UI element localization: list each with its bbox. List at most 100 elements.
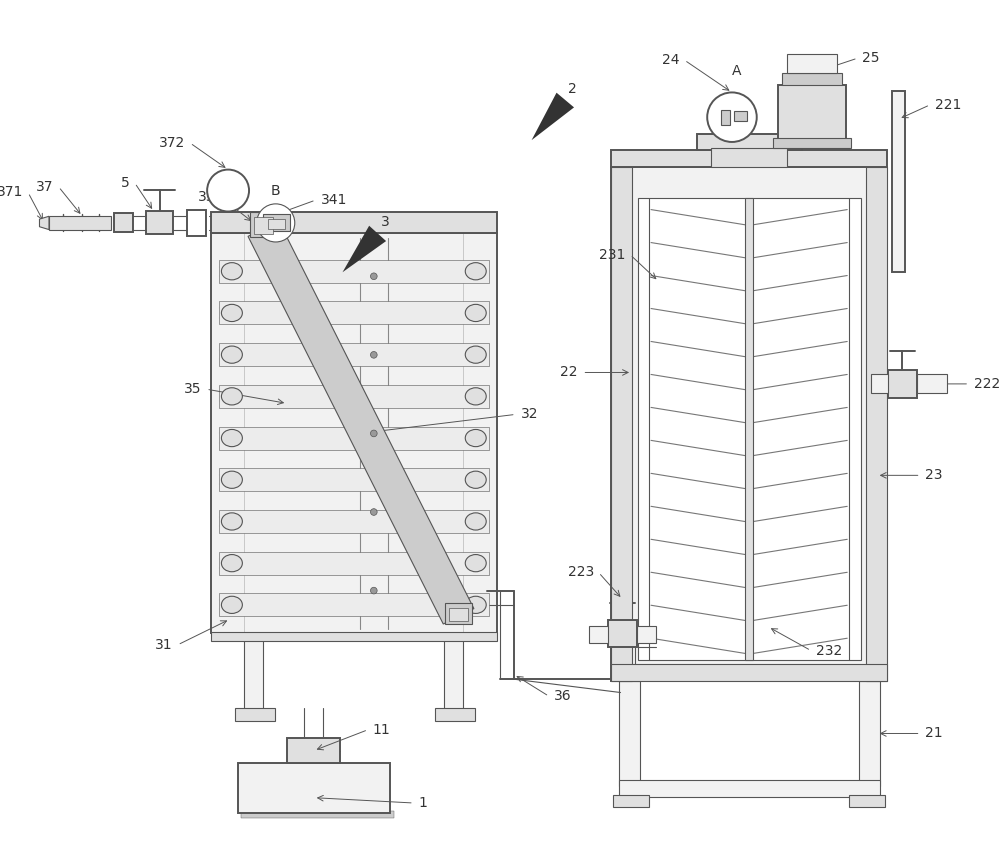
Circle shape xyxy=(370,273,377,279)
Text: 3: 3 xyxy=(380,215,389,229)
Text: 341: 341 xyxy=(320,193,347,207)
Circle shape xyxy=(370,509,377,516)
Bar xyxy=(892,90,905,272)
Bar xyxy=(49,216,111,230)
Bar xyxy=(241,810,394,818)
Text: 2: 2 xyxy=(568,82,577,95)
Polygon shape xyxy=(39,216,49,230)
Text: 24: 24 xyxy=(662,53,680,67)
Text: 22: 22 xyxy=(560,365,578,380)
Text: 372: 372 xyxy=(159,136,185,150)
Bar xyxy=(219,385,489,408)
Bar xyxy=(211,631,497,641)
Bar xyxy=(268,219,285,229)
Ellipse shape xyxy=(465,262,486,280)
Circle shape xyxy=(370,351,377,358)
Bar xyxy=(745,198,753,660)
Bar xyxy=(611,149,887,167)
Text: 221: 221 xyxy=(935,98,961,111)
Bar xyxy=(445,603,472,624)
Ellipse shape xyxy=(221,596,242,614)
Text: 31: 31 xyxy=(155,638,173,652)
Ellipse shape xyxy=(465,471,486,489)
Ellipse shape xyxy=(465,430,486,446)
Bar xyxy=(435,708,475,721)
Bar xyxy=(235,708,275,721)
Ellipse shape xyxy=(465,596,486,614)
Bar xyxy=(219,468,489,491)
Bar xyxy=(611,167,632,681)
Bar xyxy=(211,213,497,234)
Circle shape xyxy=(370,587,377,594)
Bar xyxy=(114,214,133,232)
Bar xyxy=(449,608,468,621)
Bar xyxy=(619,780,880,798)
Bar xyxy=(263,214,290,231)
Text: 223: 223 xyxy=(568,565,594,580)
Bar xyxy=(787,54,837,73)
Polygon shape xyxy=(343,225,386,273)
Bar xyxy=(219,510,489,533)
Text: 35: 35 xyxy=(184,382,201,396)
Text: 23: 23 xyxy=(925,468,943,482)
Bar xyxy=(638,198,861,660)
Bar xyxy=(697,134,802,149)
Text: 232: 232 xyxy=(816,644,842,657)
Ellipse shape xyxy=(465,346,486,363)
Ellipse shape xyxy=(221,346,242,363)
Text: 32: 32 xyxy=(521,408,538,421)
Bar xyxy=(219,344,489,366)
Bar xyxy=(219,301,489,324)
Bar xyxy=(917,375,947,393)
Text: 36: 36 xyxy=(554,690,571,703)
Bar xyxy=(254,217,273,235)
Text: 37: 37 xyxy=(36,180,54,194)
Bar xyxy=(219,552,489,575)
Bar xyxy=(608,620,637,647)
Bar xyxy=(287,738,340,763)
Polygon shape xyxy=(532,93,574,140)
Bar xyxy=(721,110,730,125)
Ellipse shape xyxy=(221,262,242,280)
Bar xyxy=(219,593,489,616)
Bar xyxy=(866,167,887,681)
Text: 222: 222 xyxy=(974,377,1000,391)
Bar xyxy=(637,626,656,643)
Bar xyxy=(782,73,842,84)
Circle shape xyxy=(207,170,249,212)
Bar xyxy=(611,167,887,681)
Polygon shape xyxy=(248,221,474,624)
Text: B: B xyxy=(271,183,281,197)
Ellipse shape xyxy=(465,555,486,571)
Text: 5: 5 xyxy=(121,176,130,190)
Ellipse shape xyxy=(221,430,242,446)
Text: 231: 231 xyxy=(599,247,625,262)
Circle shape xyxy=(257,204,295,242)
Bar xyxy=(211,234,497,634)
Bar xyxy=(778,84,846,140)
Bar xyxy=(734,111,747,121)
Ellipse shape xyxy=(221,555,242,571)
Bar xyxy=(871,375,888,393)
Bar xyxy=(888,370,917,398)
Ellipse shape xyxy=(465,513,486,530)
Bar xyxy=(619,681,640,786)
Bar xyxy=(250,213,277,237)
Text: 1: 1 xyxy=(419,796,427,810)
Bar xyxy=(611,664,887,681)
Ellipse shape xyxy=(221,513,242,530)
Bar xyxy=(711,148,787,167)
Bar xyxy=(849,795,885,807)
Ellipse shape xyxy=(465,387,486,405)
Circle shape xyxy=(707,93,757,142)
Ellipse shape xyxy=(221,471,242,489)
Bar xyxy=(589,626,608,643)
Bar xyxy=(244,636,263,710)
Ellipse shape xyxy=(221,305,242,322)
Bar xyxy=(613,795,649,807)
Text: 25: 25 xyxy=(862,51,880,65)
Circle shape xyxy=(370,430,377,436)
Bar xyxy=(187,209,206,236)
Bar xyxy=(859,681,880,786)
Text: 33: 33 xyxy=(198,190,216,204)
